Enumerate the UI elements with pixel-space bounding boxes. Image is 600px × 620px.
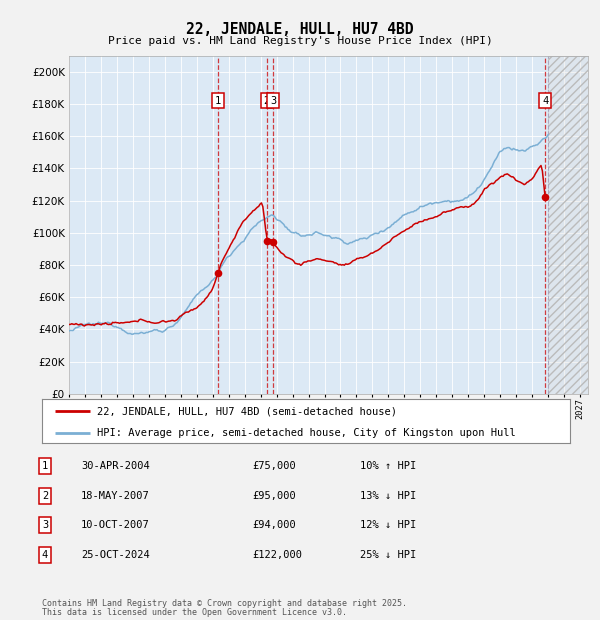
Text: 2: 2 — [42, 490, 48, 500]
Text: Contains HM Land Registry data © Crown copyright and database right 2025.: Contains HM Land Registry data © Crown c… — [42, 600, 407, 608]
Text: HPI: Average price, semi-detached house, City of Kingston upon Hull: HPI: Average price, semi-detached house,… — [97, 428, 516, 438]
Text: £75,000: £75,000 — [252, 461, 296, 471]
Text: 1: 1 — [42, 461, 48, 471]
Bar — [548, 56, 588, 394]
Text: This data is licensed under the Open Government Licence v3.0.: This data is licensed under the Open Gov… — [42, 608, 347, 617]
Text: £122,000: £122,000 — [252, 550, 302, 560]
Text: 22, JENDALE, HULL, HU7 4BD (semi-detached house): 22, JENDALE, HULL, HU7 4BD (semi-detache… — [97, 406, 397, 416]
Text: £95,000: £95,000 — [252, 490, 296, 500]
Text: 10% ↑ HPI: 10% ↑ HPI — [360, 461, 416, 471]
Text: 18-MAY-2007: 18-MAY-2007 — [81, 490, 150, 500]
Text: 22, JENDALE, HULL, HU7 4BD: 22, JENDALE, HULL, HU7 4BD — [186, 22, 414, 37]
Text: 30-APR-2004: 30-APR-2004 — [81, 461, 150, 471]
Text: 12% ↓ HPI: 12% ↓ HPI — [360, 520, 416, 530]
Text: 10-OCT-2007: 10-OCT-2007 — [81, 520, 150, 530]
Bar — [548, 56, 588, 394]
Text: 25-OCT-2024: 25-OCT-2024 — [81, 550, 150, 560]
Text: Price paid vs. HM Land Registry's House Price Index (HPI): Price paid vs. HM Land Registry's House … — [107, 36, 493, 46]
Text: 1: 1 — [215, 96, 221, 106]
Text: 4: 4 — [42, 550, 48, 560]
Text: £94,000: £94,000 — [252, 520, 296, 530]
Text: 2: 2 — [263, 96, 270, 106]
Text: 3: 3 — [270, 96, 276, 106]
Text: 13% ↓ HPI: 13% ↓ HPI — [360, 490, 416, 500]
Text: 4: 4 — [542, 96, 548, 106]
Text: 25% ↓ HPI: 25% ↓ HPI — [360, 550, 416, 560]
Text: 3: 3 — [42, 520, 48, 530]
